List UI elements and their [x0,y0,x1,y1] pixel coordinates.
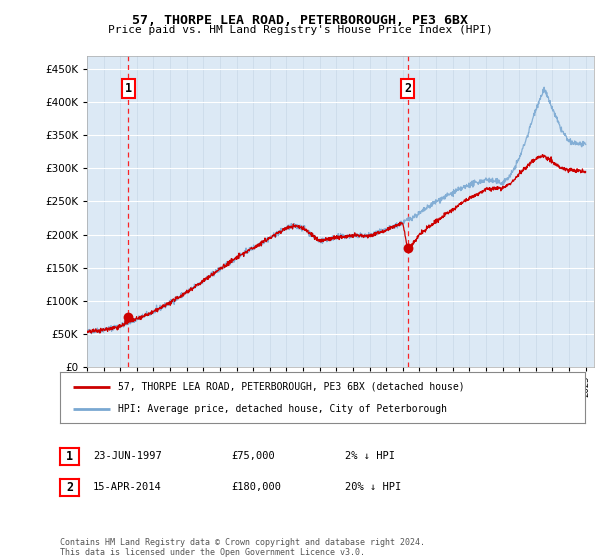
Text: 2: 2 [66,480,73,494]
Text: HPI: Average price, detached house, City of Peterborough: HPI: Average price, detached house, City… [118,404,447,414]
Text: £180,000: £180,000 [231,482,281,492]
Text: £75,000: £75,000 [231,451,275,461]
Text: 2: 2 [404,82,411,95]
Text: 57, THORPE LEA ROAD, PETERBOROUGH, PE3 6BX (detached house): 57, THORPE LEA ROAD, PETERBOROUGH, PE3 6… [118,381,464,391]
Text: 1: 1 [125,82,132,95]
Text: Contains HM Land Registry data © Crown copyright and database right 2024.
This d: Contains HM Land Registry data © Crown c… [60,538,425,557]
Text: 23-JUN-1997: 23-JUN-1997 [93,451,162,461]
Point [124,312,133,321]
Point [403,243,412,252]
Text: Price paid vs. HM Land Registry's House Price Index (HPI): Price paid vs. HM Land Registry's House … [107,25,493,35]
Text: 1: 1 [66,450,73,463]
Text: 57, THORPE LEA ROAD, PETERBOROUGH, PE3 6BX: 57, THORPE LEA ROAD, PETERBOROUGH, PE3 6… [132,14,468,27]
Text: 20% ↓ HPI: 20% ↓ HPI [345,482,401,492]
Text: 2% ↓ HPI: 2% ↓ HPI [345,451,395,461]
Text: 15-APR-2014: 15-APR-2014 [93,482,162,492]
